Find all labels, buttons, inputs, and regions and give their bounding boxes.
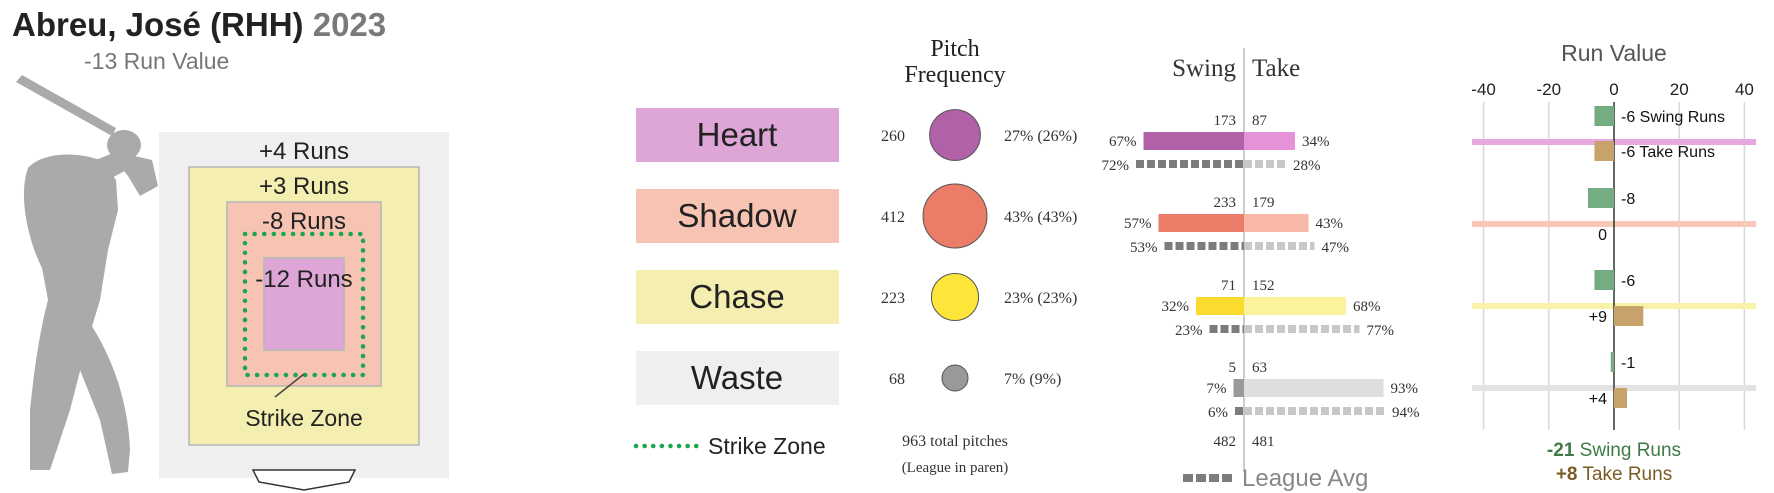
zone-box-label-chase: Chase xyxy=(689,278,784,315)
league-take-pct-chase: 77% xyxy=(1367,323,1395,339)
swing-runs-label-heart: -6 Swing Runs xyxy=(1621,109,1725,126)
swing-count-waste: 5 xyxy=(1229,360,1237,376)
x-tick-label-0: 0 xyxy=(1609,80,1618,99)
zone-box-label-heart: Heart xyxy=(697,116,778,153)
take-runs-label-chase: +9 xyxy=(1589,309,1607,326)
summary-swing-value: -21 xyxy=(1547,440,1575,461)
pitch-pct-shadow: 43% (43%) xyxy=(1004,209,1077,226)
summary-swing-label: Swing Runs xyxy=(1574,440,1681,461)
take-count-heart: 87 xyxy=(1252,113,1268,129)
pitch-pct-waste: 7% (9%) xyxy=(1004,371,1061,388)
swing-runs-bar-chase xyxy=(1594,270,1614,290)
strike-zone-label: Strike Zone xyxy=(245,405,363,431)
frequency-dot-heart xyxy=(930,110,981,161)
take-bar-heart xyxy=(1244,132,1295,150)
zone-box-label-waste: Waste xyxy=(691,359,783,396)
x-tick-label-20: 20 xyxy=(1670,80,1689,99)
take-count-chase: 152 xyxy=(1252,278,1275,294)
freq-title-line2: Frequency xyxy=(904,62,1005,88)
take-title: Take xyxy=(1252,55,1300,82)
league-swing-pct-chase: 23% xyxy=(1175,323,1203,339)
pitch-pct-chase: 23% (23%) xyxy=(1004,290,1077,307)
frequency-dot-chase xyxy=(931,273,978,320)
swing-runs-bar-waste xyxy=(1611,352,1614,372)
league-take-pct-heart: 28% xyxy=(1293,158,1321,174)
take-runs-bar-heart xyxy=(1594,141,1614,161)
swing-bar-waste xyxy=(1234,379,1245,397)
swing-pct-shadow: 57% xyxy=(1124,216,1152,232)
pitch-count-shadow: 412 xyxy=(881,209,905,226)
x-tick-label-40: 40 xyxy=(1735,80,1754,99)
batter-silhouette-icon xyxy=(16,75,158,474)
take-bar-chase xyxy=(1244,297,1346,315)
pitch-pct-heart: 27% (26%) xyxy=(1004,128,1077,145)
take-runs-bar-waste xyxy=(1614,388,1627,408)
take-pct-waste: 93% xyxy=(1391,381,1419,397)
run-value-bar-chart: Run Value -40 -20 0 20 40 -6 Swing Runs -6 Take… xyxy=(1471,40,1756,485)
pitch-count-heart: 260 xyxy=(881,128,905,145)
swing-bar-heart xyxy=(1144,132,1245,150)
summary-take-runs: +8 Take Runs xyxy=(1556,464,1672,485)
summary-take-label: Take Runs xyxy=(1577,464,1672,485)
frequency-dot-waste xyxy=(942,365,968,391)
swing-runs-label-shadow: -8 xyxy=(1621,191,1635,208)
league-take-pct-waste: 94% xyxy=(1392,405,1420,421)
take-pct-chase: 68% xyxy=(1353,299,1381,315)
zone-shadow-runs-label: -8 Runs xyxy=(262,208,346,235)
zone-waste-runs-label: +4 Runs xyxy=(259,138,349,165)
take-total: 481 xyxy=(1252,434,1275,450)
league-swing-pct-shadow: 53% xyxy=(1130,240,1158,256)
freq-title-line1: Pitch xyxy=(930,36,979,62)
take-runs-label-heart: -6 Take Runs xyxy=(1621,144,1715,161)
swing-runs-label-chase: -6 xyxy=(1621,273,1635,290)
league-avg-legend-label: League Avg xyxy=(1242,465,1368,492)
take-count-shadow: 179 xyxy=(1252,195,1275,211)
swing-count-chase: 71 xyxy=(1221,278,1236,294)
take-pct-heart: 34% xyxy=(1302,134,1330,150)
swing-title: Swing xyxy=(1172,55,1236,82)
take-runs-label-shadow: 0 xyxy=(1598,227,1607,244)
legend-strike-zone-label: Strike Zone xyxy=(708,433,826,459)
swing-runs-bar-shadow xyxy=(1588,188,1614,208)
pitch-count-chase: 223 xyxy=(881,290,905,307)
home-plate-icon xyxy=(253,470,355,490)
x-tick-label-neg20: -20 xyxy=(1537,80,1562,99)
x-tick-label-neg40: -40 xyxy=(1471,80,1496,99)
swing-pct-chase: 32% xyxy=(1162,299,1190,315)
take-count-waste: 63 xyxy=(1252,360,1267,376)
swing-runs-label-waste: -1 xyxy=(1621,355,1635,372)
summary-swing-runs: -21 Swing Runs xyxy=(1547,440,1681,461)
run-value-title: Run Value xyxy=(1561,40,1667,66)
league-take-pct-shadow: 47% xyxy=(1322,240,1350,256)
league-swing-pct-heart: 72% xyxy=(1102,158,1130,174)
league-note-label: (League in paren) xyxy=(902,460,1009,476)
swing-pct-heart: 67% xyxy=(1109,134,1137,150)
pitch-count-waste: 68 xyxy=(889,371,905,388)
swing-bar-chase xyxy=(1196,297,1244,315)
take-pct-shadow: 43% xyxy=(1316,216,1344,232)
take-runs-bar-chase xyxy=(1614,306,1643,326)
zone-box-label-shadow: Shadow xyxy=(677,197,796,234)
swing-bar-shadow xyxy=(1159,214,1245,232)
swing-runs-bar-heart xyxy=(1594,106,1614,126)
total-pitches-label: 963 total pitches xyxy=(902,433,1008,450)
frequency-dot-shadow xyxy=(923,184,987,248)
take-runs-label-waste: +4 xyxy=(1589,391,1607,408)
zone-diagram: +4 Runs +3 Runs -8 Runs -12 Runs Strike Zone xyxy=(159,132,449,490)
league-swing-pct-waste: 6% xyxy=(1208,405,1228,421)
take-bar-waste xyxy=(1244,379,1384,397)
swing-total: 482 xyxy=(1214,434,1237,450)
swing-pct-waste: 7% xyxy=(1207,381,1227,397)
swing-count-shadow: 233 xyxy=(1214,195,1237,211)
zone-chase-runs-label: +3 Runs xyxy=(259,173,349,200)
take-bar-shadow xyxy=(1244,214,1309,232)
summary-take-value: +8 xyxy=(1556,464,1578,485)
zone-heart-runs-label: -12 Runs xyxy=(255,266,352,293)
swing-count-heart: 173 xyxy=(1214,113,1237,129)
